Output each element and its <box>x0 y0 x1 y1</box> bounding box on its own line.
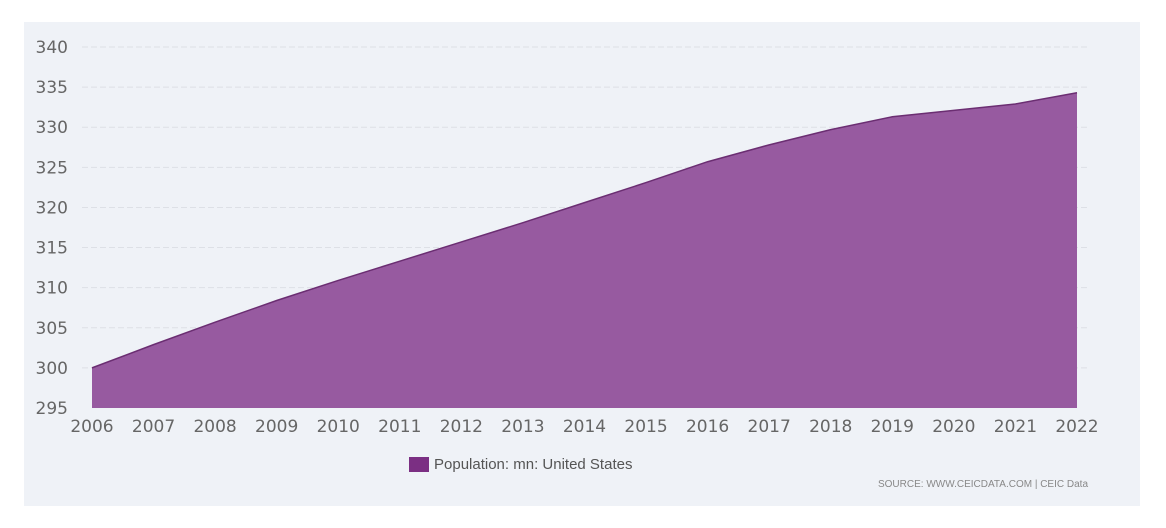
source-credit: SOURCE: WWW.CEICDATA.COM | CEIC Data <box>877 479 1088 490</box>
y-tick-label: 305 <box>36 319 68 339</box>
y-tick-label: 315 <box>36 239 68 259</box>
x-tick-label: 2015 <box>624 417 667 437</box>
legend[interactable]: Population: mn: United States <box>409 456 632 473</box>
x-tick-label: 2010 <box>317 417 360 437</box>
x-tick-label: 2009 <box>255 417 298 437</box>
y-tick-label: 335 <box>36 78 68 98</box>
x-tick-label: 2017 <box>748 417 791 437</box>
x-tick-label: 2008 <box>193 417 236 437</box>
x-tick-label: 2021 <box>994 417 1037 437</box>
legend-label: Population: mn: United States <box>434 456 633 473</box>
y-tick-label: 340 <box>36 38 68 58</box>
y-tick-label: 295 <box>36 399 68 419</box>
x-tick-label: 2013 <box>501 417 544 437</box>
y-tick-label: 325 <box>36 158 68 178</box>
x-tick-label: 2014 <box>563 417 606 437</box>
area-fill <box>92 92 1077 408</box>
x-tick-label: 2011 <box>378 417 421 437</box>
y-tick-label: 300 <box>36 359 68 379</box>
legend-swatch <box>409 457 429 472</box>
x-tick-label: 2006 <box>70 417 113 437</box>
x-tick-label: 2016 <box>686 417 729 437</box>
x-tick-label: 2018 <box>809 417 852 437</box>
y-tick-label: 330 <box>36 118 68 138</box>
x-tick-label: 2007 <box>132 417 175 437</box>
x-tick-label: 2022 <box>1055 417 1098 437</box>
x-tick-label: 2020 <box>932 417 975 437</box>
x-tick-label: 2019 <box>871 417 914 437</box>
series-line <box>91 91 1078 369</box>
y-tick-label: 310 <box>36 279 68 299</box>
x-tick-label: 2012 <box>440 417 483 437</box>
y-tick-label: 320 <box>36 198 68 218</box>
